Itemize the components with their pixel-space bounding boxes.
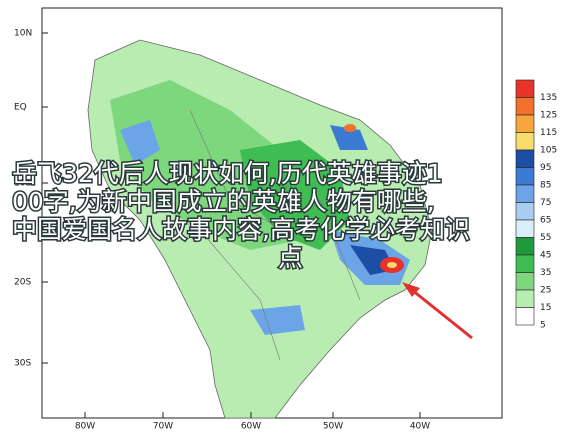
overlay-text: 00字,为新中国成立的英雄人物有哪些,: [12, 187, 435, 216]
lat-label: 10N: [14, 29, 32, 39]
colorbar-label: 65: [540, 216, 551, 226]
colorbar-label: 85: [540, 181, 551, 191]
colorbar-label: 25: [540, 286, 551, 296]
colorbar-label: 135: [540, 93, 557, 103]
colorbar-cell: [515, 307, 535, 326]
colorbar-label: 45: [540, 251, 551, 261]
colorbar-cell: [515, 79, 535, 98]
rain-zone: [250, 305, 305, 335]
rain-max: [344, 124, 356, 132]
colorbar-cell: [515, 289, 535, 308]
colorbar-label: 115: [540, 128, 557, 138]
colorbar-label: 15: [540, 303, 551, 313]
colorbar-label: 125: [540, 111, 557, 121]
colorbar-cell: [515, 219, 535, 238]
colorbar-cell: [515, 254, 535, 273]
rain-zone: [330, 125, 368, 150]
colorbar-label: 55: [540, 233, 551, 243]
lat-label: EQ: [14, 103, 27, 113]
colorbar-cell: [515, 237, 535, 256]
lon-label: 50W: [323, 422, 343, 432]
colorbar-cell: [515, 114, 535, 133]
colorbar-label: 105: [540, 146, 557, 156]
colorbar-cell: [515, 202, 535, 221]
overlay-text: 点: [278, 243, 303, 272]
colorbar-label: 95: [540, 163, 551, 173]
continent: [87, 39, 433, 419]
colorbar-cell: [515, 132, 535, 151]
lat-label: 20S: [14, 278, 31, 288]
colorbar-cell: [515, 272, 535, 291]
rain-zone: [120, 120, 160, 165]
lon-label: 40W: [410, 422, 430, 432]
lat-label: 30S: [14, 359, 31, 369]
overlay-text: 岳飞32代后人现状如何,历代英雄事迹1: [12, 159, 443, 188]
overlay-text: 中国爱国名人故事内容,高考化学必考知识: [12, 215, 470, 244]
lat-label: 10S: [14, 179, 31, 189]
colorbar-label: 35: [540, 268, 551, 278]
lon-label: 70W: [153, 422, 173, 432]
rain-max: [387, 262, 397, 268]
borders: [189, 109, 361, 361]
colorbar-label: 75: [540, 198, 551, 208]
arrow: [411, 288, 473, 340]
colorbar-cell: [515, 149, 535, 168]
colorbar-cell: [515, 184, 535, 203]
lon-label: 60W: [241, 422, 261, 432]
lon-label: 80W: [75, 422, 95, 432]
rain-zone: [240, 140, 350, 250]
colorbar-cell: [515, 167, 535, 186]
arrow-head: [402, 282, 420, 297]
colorbar-label: 5: [540, 321, 546, 331]
colorbar-cell: [515, 97, 535, 116]
